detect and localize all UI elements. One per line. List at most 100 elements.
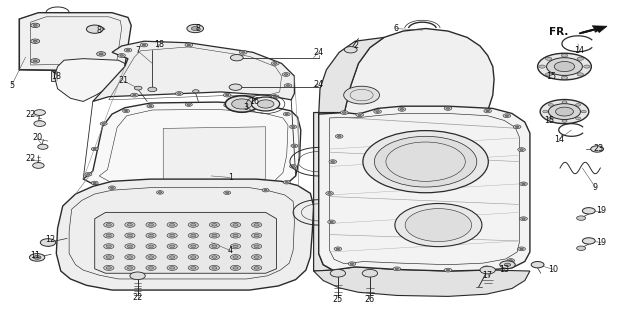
Circle shape <box>444 268 452 272</box>
Circle shape <box>328 192 332 194</box>
Circle shape <box>342 112 346 113</box>
Polygon shape <box>19 13 131 71</box>
Circle shape <box>405 209 472 242</box>
Circle shape <box>515 126 519 128</box>
Circle shape <box>167 265 177 270</box>
Circle shape <box>362 269 378 277</box>
Circle shape <box>230 222 241 227</box>
Circle shape <box>191 245 196 248</box>
Circle shape <box>395 268 399 270</box>
Text: 16: 16 <box>249 97 259 106</box>
Circle shape <box>33 163 44 168</box>
Circle shape <box>188 265 198 270</box>
Circle shape <box>257 100 274 108</box>
Text: 12: 12 <box>45 235 55 244</box>
Circle shape <box>188 233 198 238</box>
Circle shape <box>212 267 217 269</box>
Circle shape <box>187 44 191 46</box>
Circle shape <box>252 255 262 260</box>
Circle shape <box>223 93 231 97</box>
Polygon shape <box>344 29 494 139</box>
Circle shape <box>444 107 452 110</box>
Circle shape <box>358 114 362 116</box>
Circle shape <box>577 246 586 250</box>
Circle shape <box>577 73 584 76</box>
Text: 17: 17 <box>483 271 493 280</box>
Circle shape <box>104 244 114 249</box>
Circle shape <box>170 256 175 258</box>
Circle shape <box>254 267 259 269</box>
Circle shape <box>167 222 177 227</box>
Circle shape <box>170 245 175 248</box>
Circle shape <box>230 255 241 260</box>
Circle shape <box>233 234 238 237</box>
Circle shape <box>209 222 220 227</box>
Circle shape <box>562 101 567 103</box>
Circle shape <box>545 57 552 60</box>
Circle shape <box>509 260 513 262</box>
Text: 15: 15 <box>547 72 557 81</box>
Text: 21: 21 <box>118 76 129 85</box>
Circle shape <box>34 121 45 126</box>
Circle shape <box>97 52 106 56</box>
Circle shape <box>167 255 177 260</box>
Circle shape <box>33 24 37 26</box>
Circle shape <box>187 24 204 33</box>
Circle shape <box>591 146 604 152</box>
Circle shape <box>582 208 595 214</box>
Circle shape <box>522 183 525 185</box>
Circle shape <box>344 86 380 104</box>
Circle shape <box>148 256 154 258</box>
Circle shape <box>230 265 241 270</box>
Circle shape <box>146 244 156 249</box>
Circle shape <box>284 74 288 75</box>
Circle shape <box>212 245 217 248</box>
Circle shape <box>241 51 245 53</box>
Circle shape <box>330 269 346 277</box>
Circle shape <box>230 55 243 61</box>
Text: 24: 24 <box>313 80 323 88</box>
Circle shape <box>125 244 135 249</box>
Circle shape <box>293 145 296 146</box>
Circle shape <box>127 234 132 237</box>
Circle shape <box>484 109 492 113</box>
Circle shape <box>273 62 277 64</box>
Circle shape <box>284 84 292 87</box>
Circle shape <box>356 113 364 117</box>
Circle shape <box>398 107 406 111</box>
Circle shape <box>286 85 290 87</box>
Text: 3: 3 <box>244 103 249 112</box>
Circle shape <box>33 256 41 259</box>
Circle shape <box>106 234 111 237</box>
Circle shape <box>520 149 524 151</box>
Circle shape <box>224 103 231 107</box>
Circle shape <box>504 263 511 266</box>
Circle shape <box>554 61 575 72</box>
Circle shape <box>264 190 267 191</box>
Circle shape <box>561 76 568 79</box>
Circle shape <box>123 109 130 113</box>
Circle shape <box>334 247 342 251</box>
Text: 22: 22 <box>26 154 36 163</box>
Text: 2: 2 <box>353 42 358 50</box>
Circle shape <box>374 136 477 187</box>
Circle shape <box>290 165 297 168</box>
Circle shape <box>86 25 103 33</box>
Circle shape <box>285 182 288 183</box>
Circle shape <box>376 111 380 113</box>
Circle shape <box>146 255 156 260</box>
Polygon shape <box>314 113 448 139</box>
Circle shape <box>229 84 242 90</box>
Text: 22: 22 <box>26 110 36 119</box>
Circle shape <box>186 103 192 107</box>
Circle shape <box>188 255 198 260</box>
Circle shape <box>146 233 156 238</box>
Circle shape <box>232 99 252 109</box>
Text: 8: 8 <box>196 24 201 33</box>
Circle shape <box>209 265 220 270</box>
Circle shape <box>556 107 573 116</box>
Circle shape <box>126 49 130 51</box>
Circle shape <box>582 238 595 244</box>
Circle shape <box>233 245 238 248</box>
Circle shape <box>513 125 521 129</box>
